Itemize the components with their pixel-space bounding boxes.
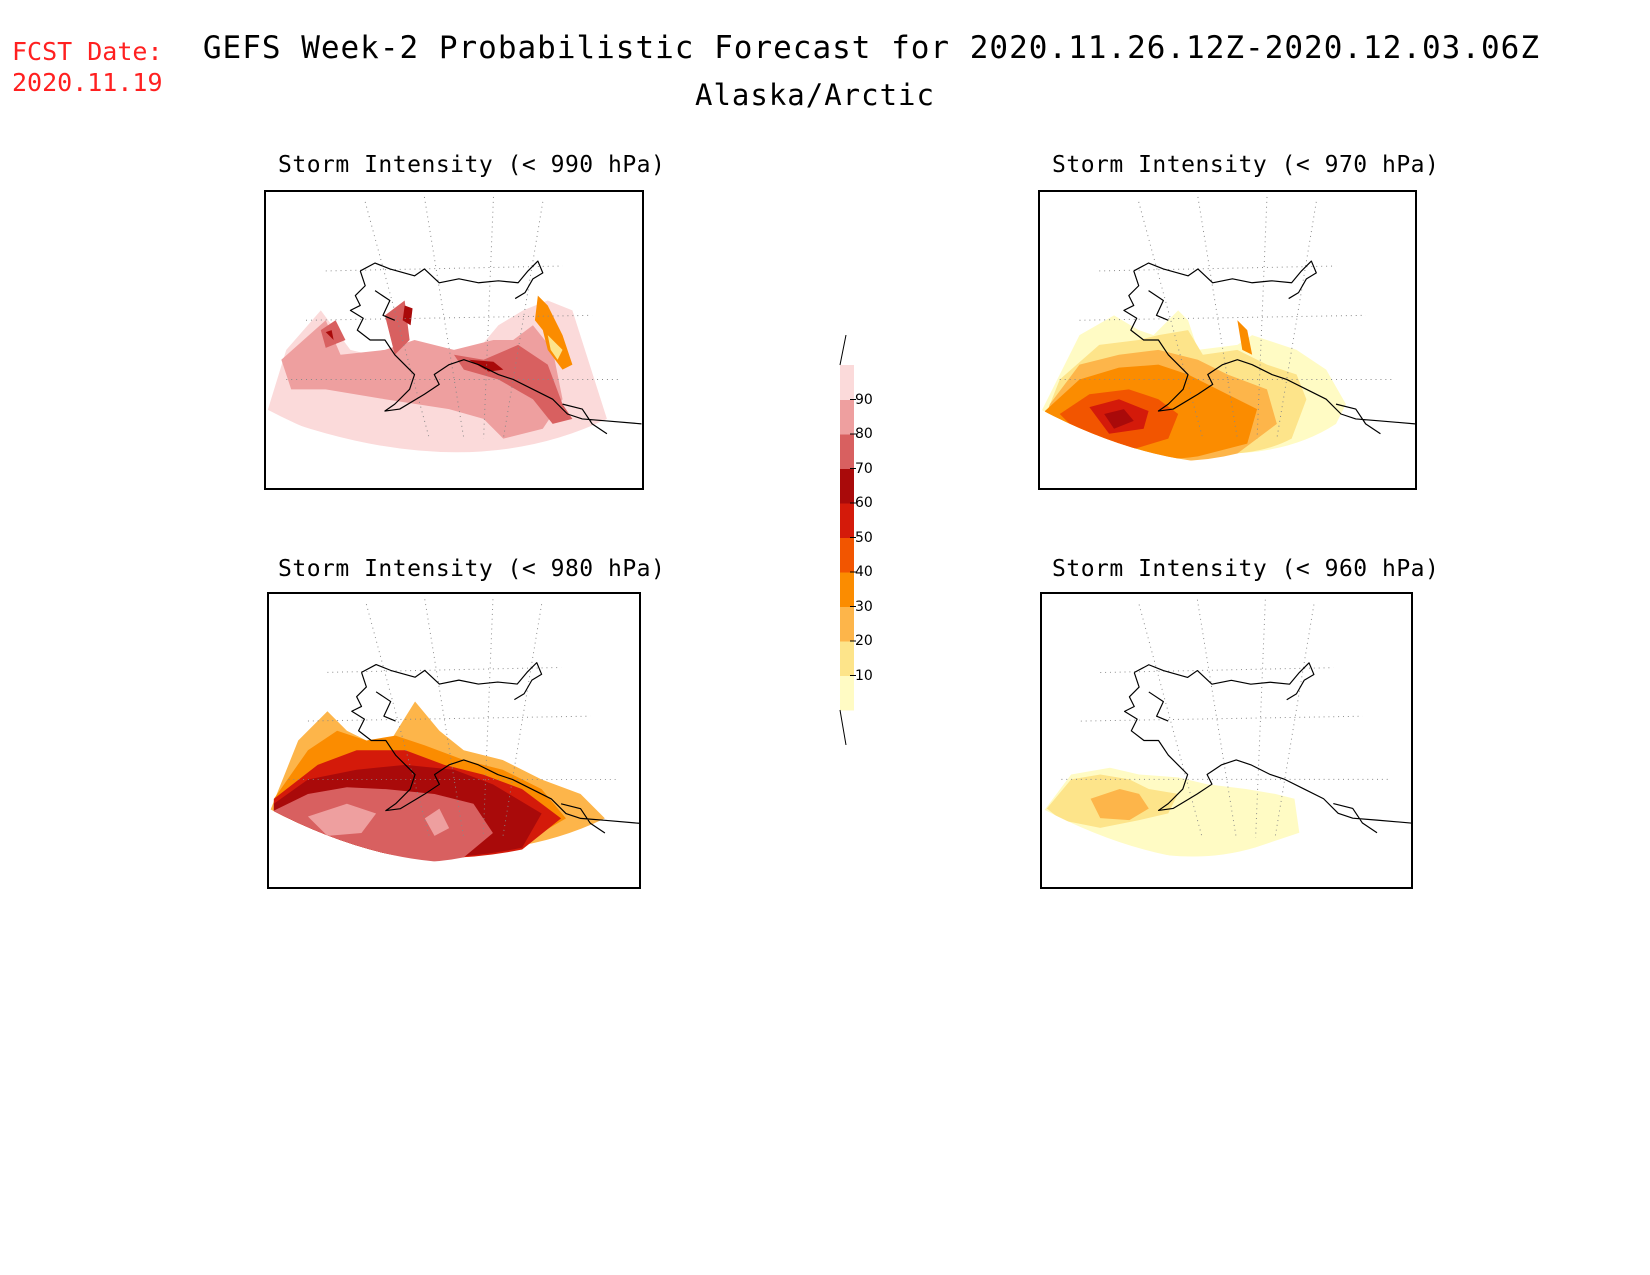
map-panel-960 — [1040, 592, 1413, 889]
legend-band — [840, 641, 854, 676]
contour-band — [307, 803, 450, 836]
panel-title-990: Storm Intensity (< 990 hPa) — [278, 152, 666, 178]
legend-band — [840, 503, 854, 538]
legend-label: 80 — [855, 426, 873, 442]
legend-band — [840, 572, 854, 607]
legend-band — [840, 468, 854, 504]
legend-label: 50 — [855, 529, 873, 546]
contour-band — [320, 300, 573, 424]
legend-label: 40 — [855, 564, 873, 580]
color-legend — [820, 335, 880, 745]
map-panel-970 — [1038, 190, 1417, 490]
legend-band — [840, 434, 854, 469]
figure-subtitle: Alaska/Arctic — [695, 78, 935, 112]
map-panel-990 — [264, 190, 644, 490]
panel-title-960: Storm Intensity (< 960 hPa) — [1052, 556, 1440, 582]
probability-fill — [269, 701, 605, 863]
lat-lon-grid — [286, 196, 622, 439]
color-legend-svg — [839, 335, 856, 745]
coastline — [1123, 260, 1415, 435]
probability-fill — [266, 295, 607, 453]
forecast-date-label: FCST Date: — [12, 37, 163, 66]
map-990-svg — [266, 196, 642, 453]
coastline — [351, 662, 639, 834]
contour-band — [547, 335, 563, 360]
legend-label: 90 — [855, 391, 873, 408]
legend-label: 70 — [855, 460, 873, 477]
map-980-svg — [269, 599, 639, 863]
legend-label: 60 — [855, 495, 873, 511]
legend-label: 10 — [855, 667, 873, 684]
probability-fill — [1042, 767, 1300, 857]
figure-title: GEFS Week-2 Probabilistic Forecast for 2… — [0, 30, 1540, 66]
legend-band — [840, 606, 854, 642]
figure-title-text: GEFS Week-2 Probabilistic Forecast for 2… — [202, 30, 1540, 66]
contour-band — [1090, 789, 1149, 821]
lat-lon-grid — [288, 599, 620, 838]
contour-band — [1104, 409, 1134, 429]
panel-title-970: Storm Intensity (< 970 hPa) — [1052, 152, 1440, 178]
contour-band — [534, 295, 573, 370]
contour-band — [325, 305, 504, 372]
map-970-svg — [1040, 196, 1415, 461]
forecast-date-block: FCST Date: 2020.11.19 — [12, 36, 163, 98]
panel-title-980: Storm Intensity (< 980 hPa) — [278, 556, 666, 582]
legend-band — [840, 675, 854, 711]
map-960-svg — [1042, 599, 1411, 857]
legend-label: 30 — [855, 598, 873, 615]
legend-arrow — [839, 335, 847, 745]
lat-lon-grid — [1059, 196, 1396, 439]
legend-band — [840, 365, 854, 400]
lat-lon-grid — [1061, 599, 1392, 838]
legend-band — [840, 399, 854, 435]
map-panel-980 — [267, 592, 641, 889]
coastline — [1123, 662, 1411, 834]
forecast-date-value: 2020.11.19 — [12, 68, 163, 97]
legend-band — [840, 537, 854, 573]
contour-band — [281, 320, 563, 439]
coastline — [349, 260, 642, 435]
legend-label: 20 — [855, 633, 873, 649]
probability-fill — [1040, 310, 1346, 461]
